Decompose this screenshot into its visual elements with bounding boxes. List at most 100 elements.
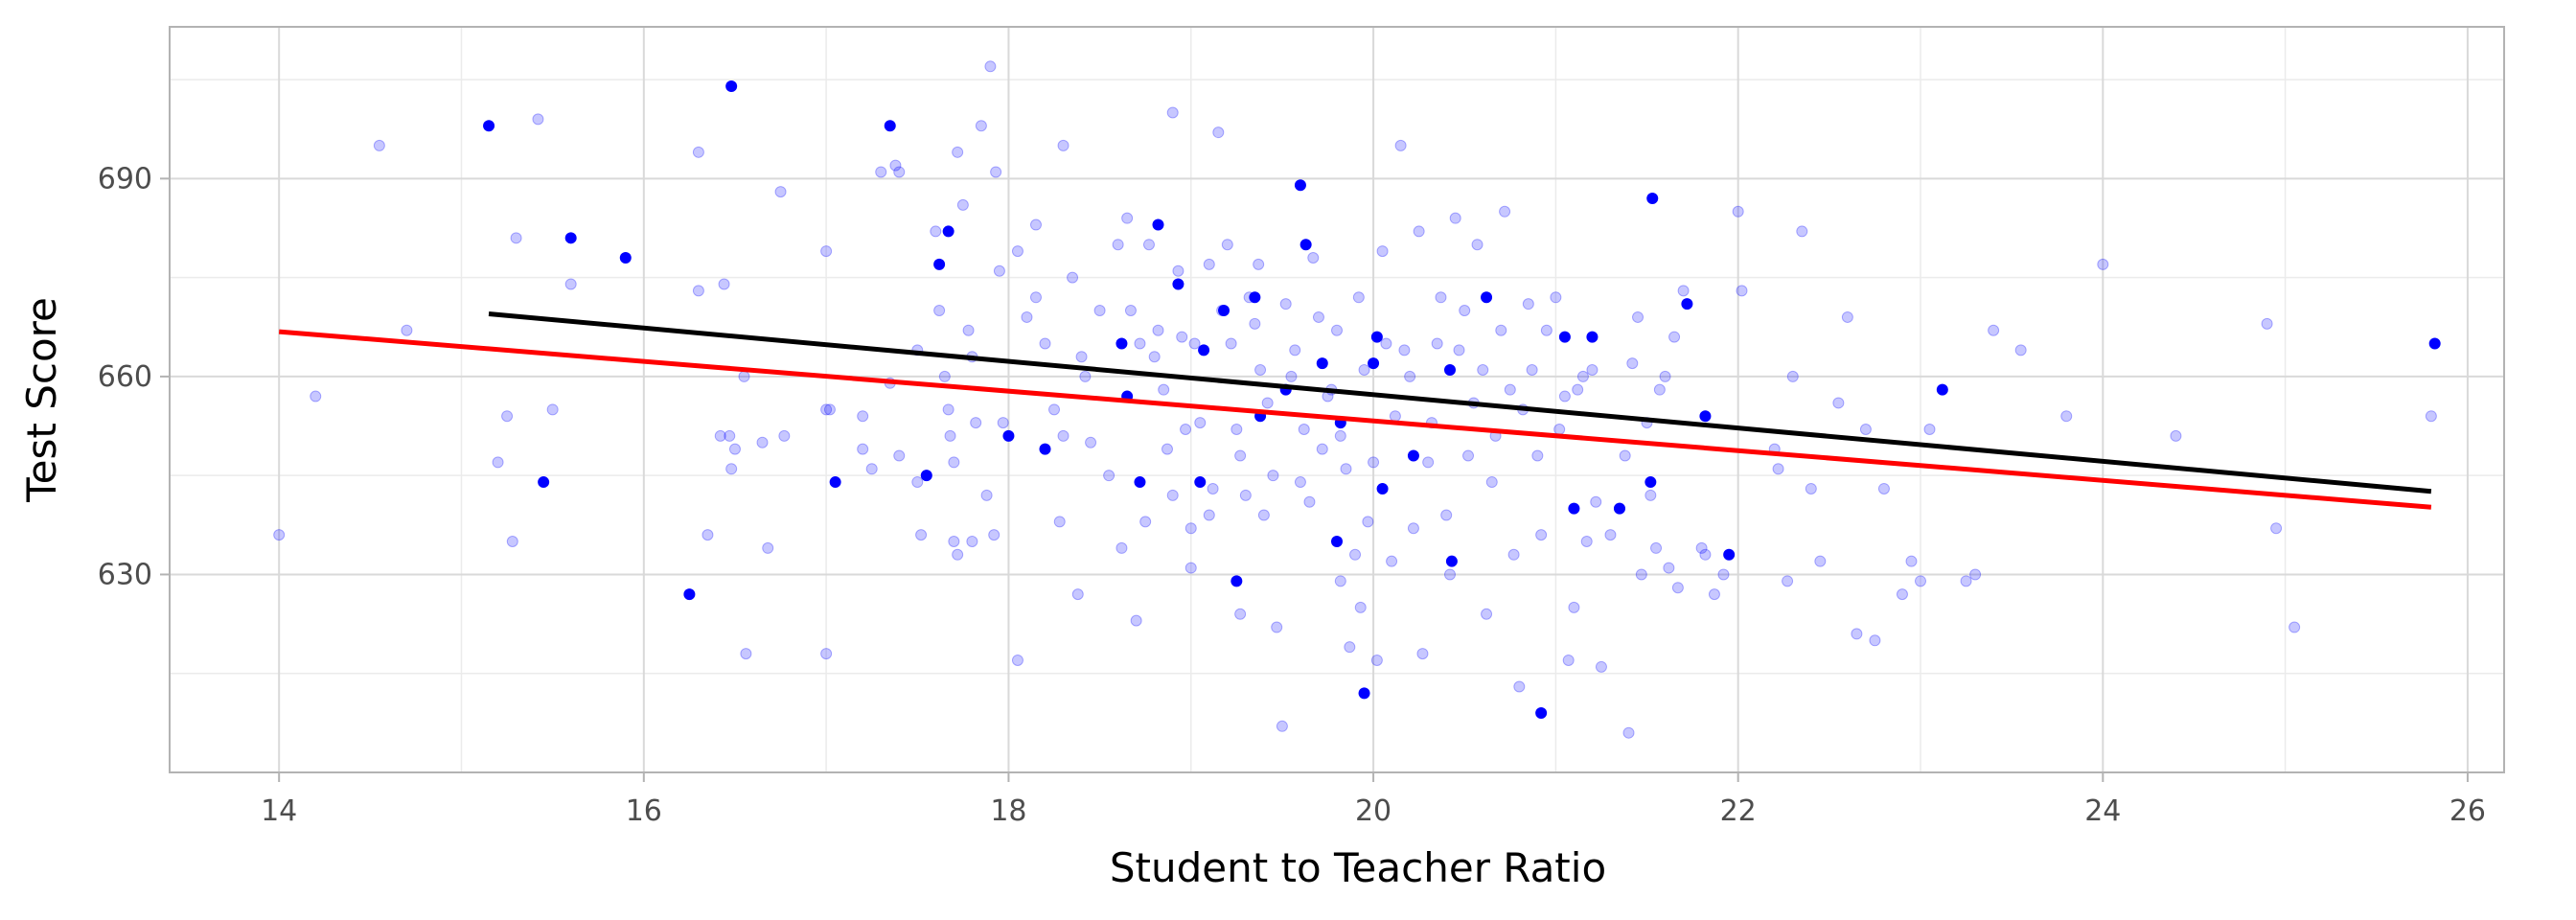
data-point	[1207, 482, 1219, 494]
data-point	[702, 529, 714, 541]
data-point	[1969, 568, 1982, 581]
grid-layer	[170, 27, 2504, 772]
highlight-point	[1568, 502, 1580, 515]
highlight-point	[725, 80, 738, 92]
data-point	[1349, 548, 1362, 561]
data-point	[1289, 344, 1301, 356]
data-point	[714, 429, 726, 442]
data-point	[1869, 634, 1881, 647]
data-point	[1285, 370, 1298, 382]
highlight-point	[1535, 707, 1548, 720]
data-point	[1389, 410, 1401, 423]
data-point	[1188, 337, 1201, 350]
data-point	[1394, 139, 1407, 151]
data-point	[820, 245, 833, 258]
data-point	[1039, 337, 1051, 350]
data-point	[1459, 305, 1471, 317]
data-point	[1453, 344, 1465, 356]
data-point	[401, 324, 413, 336]
data-point	[933, 305, 946, 317]
data-point	[1905, 555, 1918, 567]
data-point	[510, 232, 522, 244]
data-point	[2425, 410, 2437, 423]
data-point	[1249, 317, 1261, 330]
y-axis-title: Test Score	[18, 297, 65, 503]
data-point	[1481, 608, 1493, 620]
highlight-point	[1481, 291, 1493, 304]
highlight-point	[1699, 410, 1712, 423]
data-point	[1048, 403, 1061, 416]
data-point	[1029, 218, 1042, 231]
highlight-point	[683, 588, 696, 601]
highlight-point	[564, 232, 577, 244]
data-point	[1626, 357, 1639, 370]
data-point	[1294, 476, 1306, 489]
highlight-point	[884, 120, 896, 132]
data-point	[1130, 614, 1142, 627]
data-point	[865, 463, 878, 475]
highlight-point	[2428, 337, 2441, 350]
data-point	[1221, 239, 1233, 251]
data-point	[875, 166, 887, 178]
data-point	[2097, 258, 2109, 270]
data-point	[1507, 548, 1520, 561]
data-point	[1859, 423, 1872, 435]
data-point	[738, 370, 750, 382]
data-point	[997, 417, 1009, 429]
data-point	[1782, 575, 1794, 587]
data-point	[756, 436, 769, 448]
data-point	[1334, 575, 1346, 587]
y-axis-ticks: 630 660 690	[98, 162, 170, 591]
highlight-point	[619, 251, 632, 264]
data-point	[1370, 654, 1383, 666]
data-point	[1988, 324, 2000, 336]
data-point	[993, 264, 1005, 277]
data-point	[966, 536, 978, 548]
data-point	[820, 403, 833, 416]
data-point	[1832, 397, 1845, 409]
data-point	[1312, 310, 1324, 323]
data-point	[1805, 482, 1817, 494]
data-point	[1358, 364, 1370, 377]
highlight-point	[1002, 429, 1015, 442]
data-point	[546, 403, 559, 416]
highlight-point	[1613, 502, 1625, 515]
data-point	[1404, 370, 1416, 382]
data-point	[1443, 568, 1456, 581]
data-point	[1540, 324, 1552, 336]
data-point	[1212, 126, 1225, 139]
highlight-point	[1558, 331, 1571, 343]
data-point	[740, 648, 752, 660]
data-point	[1622, 726, 1635, 739]
data-point	[1124, 305, 1137, 317]
data-point	[1650, 541, 1663, 554]
data-point	[2170, 429, 2182, 442]
data-point	[1462, 449, 1475, 462]
x-tick-label: 22	[1720, 794, 1757, 828]
data-point	[1471, 239, 1484, 251]
data-point	[1513, 680, 1526, 693]
red-regression-line	[278, 329, 2432, 510]
data-point	[2060, 410, 2073, 423]
data-point	[1029, 291, 1042, 304]
data-point	[1303, 495, 1316, 508]
data-point	[1416, 648, 1429, 660]
panel-border	[169, 26, 2505, 773]
data-point	[1261, 397, 1274, 409]
data-point	[1011, 654, 1024, 666]
highlight-point	[1358, 687, 1370, 700]
data-point	[724, 429, 736, 442]
data-point	[1877, 482, 1890, 494]
data-point	[857, 443, 869, 455]
data-point	[1671, 582, 1684, 594]
data-point	[1279, 298, 1292, 310]
highlight-point	[1646, 193, 1659, 205]
highlight-point	[1316, 357, 1328, 370]
highlight-point	[1198, 344, 1210, 356]
data-point	[1380, 337, 1392, 350]
data-point	[1477, 364, 1489, 377]
data-point	[1021, 310, 1033, 323]
data-point	[1253, 258, 1265, 270]
data-point	[1103, 470, 1116, 482]
data-point	[1632, 310, 1644, 323]
